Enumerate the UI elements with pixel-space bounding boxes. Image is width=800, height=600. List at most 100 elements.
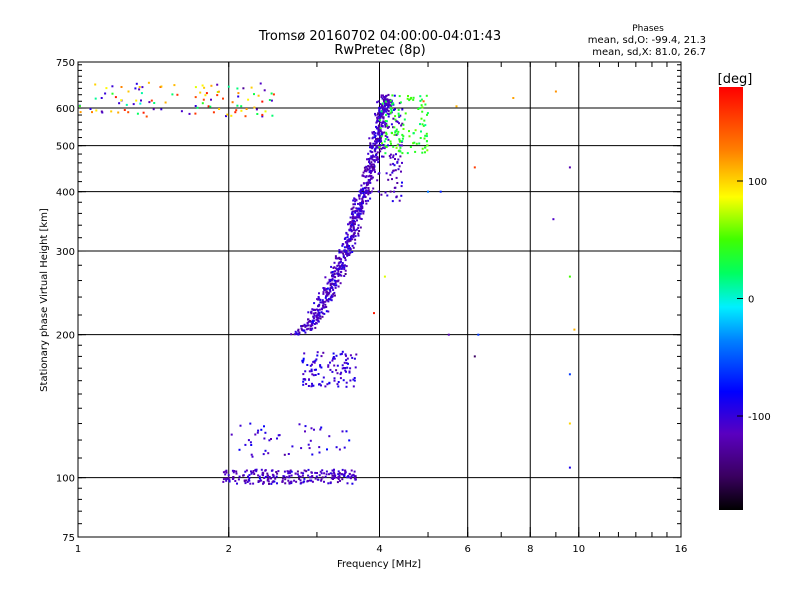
- echo-point: [266, 474, 269, 477]
- echo-point: [293, 333, 296, 336]
- echo-point: [383, 107, 386, 110]
- echo-point: [314, 477, 317, 480]
- echo-point: [303, 469, 306, 472]
- echo-point: [426, 149, 429, 152]
- echo-point: [353, 232, 356, 235]
- echo-point: [310, 310, 313, 313]
- echo-point: [173, 84, 176, 87]
- echo-point: [127, 111, 130, 114]
- echo-point: [281, 477, 284, 480]
- echo-point: [317, 314, 320, 317]
- echo-point: [276, 472, 279, 475]
- echo-point: [383, 97, 386, 100]
- echo-point: [308, 378, 310, 381]
- echo-point: [333, 294, 336, 297]
- echo-point: [176, 93, 179, 96]
- echo-point: [364, 200, 367, 202]
- echo-point: [147, 81, 150, 84]
- echo-point: [401, 122, 404, 125]
- echo-point: [289, 469, 292, 472]
- echo-point: [394, 131, 397, 134]
- echo-point: [100, 110, 103, 113]
- echo-point: [348, 249, 351, 252]
- echo-point: [359, 203, 361, 206]
- echo-point: [447, 333, 450, 336]
- echo-point: [324, 475, 327, 478]
- echo-point: [307, 479, 309, 482]
- echo-point: [399, 101, 402, 104]
- echo-point: [263, 425, 265, 428]
- echo-point: [318, 308, 321, 311]
- echo-point: [360, 184, 363, 187]
- echo-point: [455, 105, 458, 108]
- echo-point: [400, 185, 403, 188]
- echo-point: [350, 475, 353, 478]
- echo-point: [420, 98, 423, 101]
- echo-point: [372, 154, 374, 157]
- echo-point: [381, 143, 384, 146]
- echo-point: [374, 134, 377, 137]
- phase-block-line-o: mean, sd,O: -99.4, 21.3: [588, 35, 706, 46]
- echo-point: [383, 102, 386, 105]
- echo-point: [353, 377, 356, 379]
- echo-point: [302, 329, 305, 332]
- echo-point: [285, 476, 288, 479]
- echo-point: [302, 359, 305, 362]
- echo-point: [315, 475, 318, 478]
- echo-point: [375, 154, 377, 156]
- echo-point: [319, 428, 322, 431]
- echo-point: [303, 323, 306, 326]
- echo-point: [398, 122, 400, 125]
- echo-point: [384, 152, 387, 155]
- echo-point: [327, 364, 330, 367]
- echo-point: [395, 195, 398, 198]
- echo-point: [382, 121, 385, 124]
- echo-point: [303, 480, 306, 483]
- echo-point: [379, 119, 382, 122]
- echo-point: [323, 480, 325, 483]
- echo-point: [379, 134, 381, 137]
- echo-point: [377, 190, 380, 193]
- echo-point: [401, 140, 404, 143]
- echo-point: [304, 331, 307, 334]
- echo-point: [348, 245, 351, 247]
- echo-point: [352, 385, 355, 388]
- echo-point: [346, 233, 349, 236]
- echo-point: [310, 320, 313, 323]
- echo-point: [351, 222, 354, 225]
- echo-point: [335, 369, 338, 372]
- echo-point: [216, 94, 219, 97]
- echo-point: [310, 370, 313, 373]
- echo-point: [382, 120, 385, 123]
- echo-point: [317, 305, 319, 308]
- echo-point: [335, 354, 338, 357]
- echo-point: [345, 251, 348, 254]
- echo-point: [348, 221, 351, 224]
- echo-point: [381, 104, 384, 107]
- echo-point: [331, 474, 334, 477]
- echo-point: [397, 108, 400, 111]
- echo-point: [263, 437, 266, 440]
- echo-point: [299, 479, 302, 482]
- echo-point: [307, 324, 310, 327]
- y-tick-label: 400: [56, 188, 75, 199]
- echo-point: [363, 191, 366, 194]
- echo-point: [373, 312, 375, 315]
- echo-point: [369, 181, 372, 184]
- echo-point: [160, 85, 163, 88]
- echo-point: [123, 109, 126, 111]
- echo-point: [357, 202, 359, 205]
- echo-point: [339, 261, 342, 264]
- x-tick-label: 6: [464, 544, 470, 555]
- echo-point: [337, 270, 340, 273]
- echo-point: [317, 317, 320, 320]
- echo-point: [194, 105, 197, 107]
- echo-point: [342, 379, 345, 382]
- echo-point: [316, 298, 319, 301]
- echo-point: [302, 380, 305, 383]
- echo-point: [256, 113, 259, 115]
- phase-block-line-x: mean, sd,X: 81.0, 26.7: [592, 47, 706, 58]
- echo-point: [307, 320, 310, 323]
- echo-point: [373, 160, 376, 163]
- echo-point: [568, 466, 571, 469]
